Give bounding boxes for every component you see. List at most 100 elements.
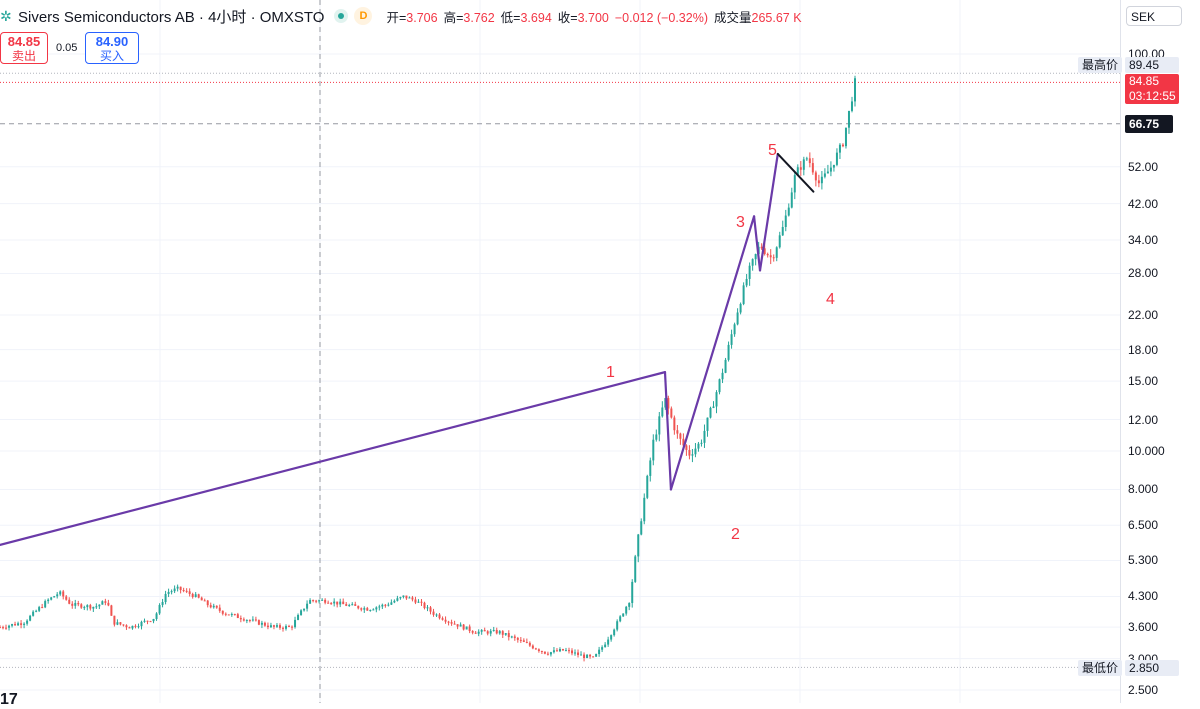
candle-body <box>44 601 47 608</box>
candle-body <box>242 619 245 621</box>
candle-body <box>537 649 540 652</box>
candle-body <box>613 629 616 636</box>
price-tick-label: 4.300 <box>1128 589 1159 604</box>
candle-body <box>291 626 294 628</box>
candle-body <box>405 595 408 599</box>
candle-body <box>23 623 26 625</box>
candle-body <box>140 621 143 627</box>
candle-body <box>525 641 528 643</box>
candle-body <box>664 398 667 408</box>
candle-body <box>182 590 185 592</box>
candle-body <box>751 259 754 266</box>
candle-body <box>688 449 691 456</box>
candle-body <box>47 599 50 602</box>
candle-body <box>297 614 300 620</box>
wave-label-2: 2 <box>731 526 740 543</box>
symbol-title[interactable]: Sivers Semiconductors AB · 4小时 · OMXSTO <box>18 8 325 26</box>
market-open-icon[interactable] <box>334 9 349 23</box>
candle-body <box>372 609 375 611</box>
candle-body <box>745 278 748 286</box>
candle-body <box>26 620 29 624</box>
candle-body <box>610 635 613 640</box>
chart-plot-area[interactable] <box>0 0 1120 703</box>
currency-selector[interactable]: SEK <box>1126 6 1182 26</box>
candle-body <box>53 596 56 598</box>
wave-label-3: 3 <box>736 214 745 231</box>
candle-body <box>658 416 661 435</box>
sell-button[interactable]: 84.85 卖出 <box>0 32 48 64</box>
candle-body <box>567 650 570 652</box>
candle-body <box>589 654 592 657</box>
candle-body <box>321 599 324 601</box>
candle-body <box>586 654 589 658</box>
candle-body <box>574 652 577 654</box>
buy-button[interactable]: 84.90 买入 <box>85 32 139 64</box>
chart-header: ✲ Sivers Semiconductors AB · 4小时 · OMXST… <box>0 0 808 32</box>
tradingview-logo-icon[interactable]: 17 <box>0 691 18 708</box>
candle-body <box>670 408 673 418</box>
candle-body <box>281 627 284 629</box>
candle-body <box>80 604 83 608</box>
candle-body <box>303 608 306 611</box>
candle-body <box>122 624 125 626</box>
candle-body <box>330 603 333 605</box>
candle-body <box>414 599 417 603</box>
candle-body <box>616 621 619 630</box>
candle-body <box>92 606 95 609</box>
candle-body <box>453 623 456 625</box>
bar-countdown: 03:12:55 <box>1129 89 1176 103</box>
candle-body <box>185 590 188 592</box>
price-tick-label: 8.000 <box>1128 482 1159 497</box>
candle-body <box>730 334 733 345</box>
candle-body <box>107 602 110 606</box>
candle-body <box>622 613 625 617</box>
price-chart-svg[interactable] <box>0 0 1120 703</box>
candle-body <box>167 591 170 594</box>
sell-price: 84.85 <box>7 34 41 49</box>
elliott-wave-line-1 <box>0 371 667 547</box>
candle-body <box>760 246 763 249</box>
candle-body <box>655 434 658 440</box>
candle-body <box>685 445 688 450</box>
candle-body <box>444 619 447 622</box>
price-tick-label: 2.500 <box>1128 683 1159 697</box>
candle-body <box>703 430 706 443</box>
candle-body <box>251 619 254 621</box>
candle-body <box>829 167 832 172</box>
candle-body <box>146 620 149 622</box>
candle-body <box>561 649 564 651</box>
candle-body <box>805 158 808 160</box>
price-tick-label: 6.500 <box>1128 518 1159 533</box>
candle-body <box>712 406 715 408</box>
candle-body <box>733 324 736 335</box>
candle-body <box>50 597 53 600</box>
candle-body <box>89 605 92 609</box>
candle-body <box>706 417 709 431</box>
candle-body <box>363 608 366 610</box>
candle-body <box>715 392 718 407</box>
candle-body <box>459 624 462 627</box>
candle-body <box>17 623 20 626</box>
candle-body <box>480 630 483 632</box>
candle-body <box>152 618 155 622</box>
candle-body <box>694 448 697 455</box>
candle-body <box>318 600 321 602</box>
candle-body <box>775 247 778 258</box>
candle-body <box>393 600 396 603</box>
candle-body <box>306 603 309 609</box>
candle-body <box>679 433 682 439</box>
candle-body <box>817 180 820 184</box>
candle-body <box>333 601 336 604</box>
candle-body <box>98 604 101 607</box>
ohlc-legend: 开=3.706 高=3.762 低=3.694 收=3.700 −0.012 (−0.3… <box>386 7 807 26</box>
candle-body <box>598 649 601 655</box>
candle-body <box>667 398 670 409</box>
candle-body <box>471 631 474 633</box>
candle-body <box>86 605 89 608</box>
candle-body <box>808 158 811 164</box>
candle-body <box>245 620 248 622</box>
candle-body <box>327 602 330 604</box>
last-price-tag: 84.85 03:12:55 <box>1125 74 1179 104</box>
delayed-data-badge[interactable]: D <box>354 7 373 25</box>
candle-body <box>35 610 38 612</box>
